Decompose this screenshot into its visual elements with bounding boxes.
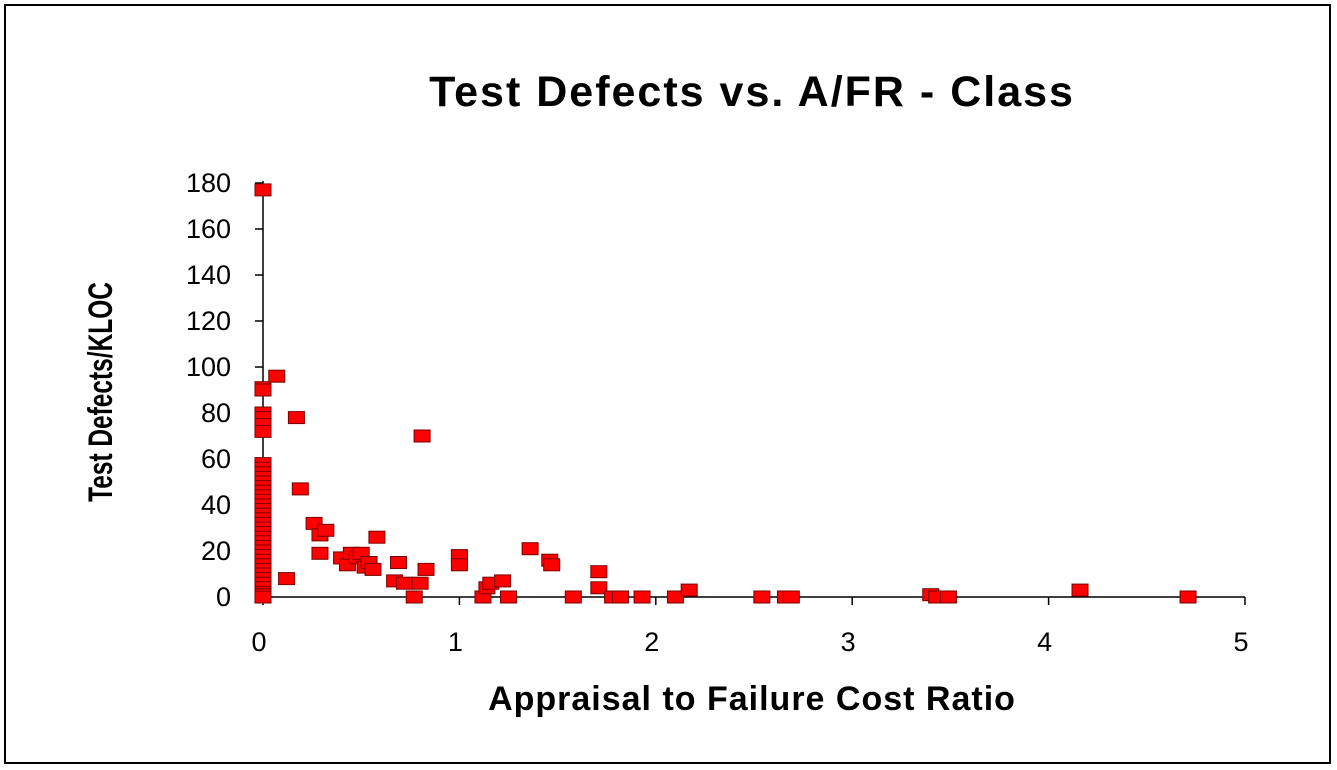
y-tick-label: 80 [201,398,231,428]
y-tick-label: 60 [201,444,231,474]
data-point [364,562,382,576]
data-point [521,542,539,556]
data-point [666,590,684,604]
data-point [590,581,608,595]
data-point [254,383,272,397]
data-point [278,572,296,586]
data-point [680,583,698,597]
data-point [543,558,561,572]
data-point [500,590,517,604]
y-tick-label: 20 [201,536,231,566]
data-point [417,562,435,576]
x-tick-label: 2 [644,627,659,657]
chart-title: Test Defects vs. A/FR - Class [429,68,1075,116]
data-point [494,574,512,588]
x-tick-label: 4 [1037,627,1052,657]
data-point [291,482,309,496]
y-tick-label: 180 [186,168,231,198]
data-point [564,590,582,604]
data-point [1071,583,1089,597]
chart-frame [4,4,1331,764]
data-point [395,576,413,590]
data-point [254,590,272,604]
y-tick-label: 140 [186,260,231,290]
y-tick-label: 120 [186,306,231,336]
data-point [1179,590,1197,604]
data-point [450,558,468,572]
data-point [317,523,335,537]
data-point [753,590,771,604]
data-point [939,590,957,604]
data-point [413,429,431,443]
data-point [405,590,423,604]
y-axis-label: Test Defects/KLOC [82,282,120,502]
data-point [254,424,272,438]
y-tick-label: 0 [216,582,231,612]
data-point [390,556,408,569]
x-tick-label: 1 [448,627,463,657]
data-point [782,590,800,604]
y-tick-label: 160 [186,214,231,244]
data-point [611,590,629,604]
data-point [254,183,272,197]
x-axis-label: Appraisal to Failure Cost Ratio [488,680,1016,718]
x-tick-label: 3 [841,627,856,657]
data-point [268,369,286,383]
y-tick-label: 40 [201,490,231,520]
plot-area: 0 1 2 3 4 5 0 20 40 60 80 100 120 140 160 180 [186,168,1249,657]
y-tick-label: 100 [186,352,231,382]
x-tick-label: 0 [251,627,266,657]
data-point [287,411,305,425]
data-point [411,576,429,590]
data-point [590,565,608,579]
x-tick-label: 5 [1233,627,1248,657]
data-point [633,590,651,604]
data-point [311,546,329,560]
data-point [368,530,386,544]
